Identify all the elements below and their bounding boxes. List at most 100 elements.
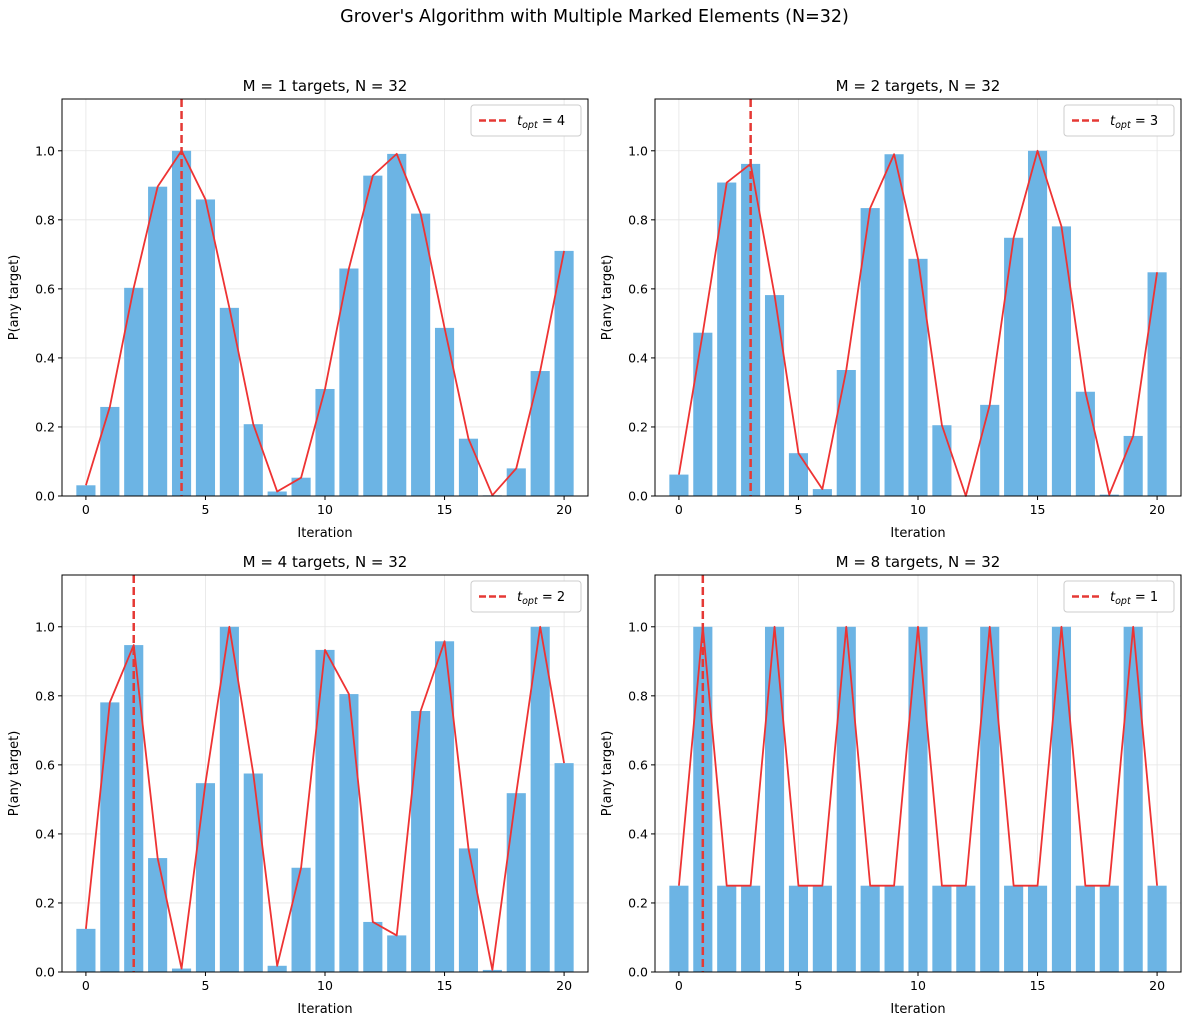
bar: [812, 489, 832, 496]
bar: [836, 626, 856, 972]
bar: [530, 371, 550, 496]
x-tick-label: 15: [437, 502, 453, 517]
bar: [860, 885, 880, 972]
bar: [836, 369, 856, 496]
y-axis-label: P(any target): [600, 255, 615, 341]
x-axis-label: Iteration: [890, 526, 945, 541]
bar: [171, 150, 192, 497]
y-tick-label: 0.4: [35, 826, 55, 841]
bar: [315, 649, 335, 972]
x-tick-label: 5: [794, 502, 802, 517]
bar: [148, 858, 168, 972]
bar: [764, 626, 785, 972]
bar: [148, 186, 168, 496]
bar: [291, 477, 311, 496]
bar: [1027, 150, 1048, 497]
x-tick-label: 0: [82, 502, 90, 517]
bar: [506, 793, 526, 972]
bar: [267, 965, 287, 972]
subplot-4: 0 5 10 15 20 0.0 0.2 0.4 0.6 0.8 1.0 Iteration P(any…: [600, 553, 1182, 1017]
bar: [1075, 885, 1095, 972]
x-tick-label: 20: [556, 978, 572, 993]
bar: [411, 711, 431, 972]
subplot-title: M = 8 targets, N = 32: [836, 553, 1001, 571]
y-tick-label: 1.0: [628, 619, 648, 634]
series-line: [678, 625, 1158, 887]
x-axis-label: Iteration: [297, 1002, 352, 1017]
legend-box: [1063, 580, 1175, 613]
bar: [387, 935, 407, 972]
bar: [363, 921, 383, 972]
subplot-3: 0 5 10 15 20 0.0 0.2 0.4 0.6 0.8 1.0 Iteration P(any…: [7, 553, 589, 1017]
y-tick-label: 1.0: [35, 619, 55, 634]
bar: [1123, 435, 1143, 496]
bar: [980, 626, 1000, 972]
bar: [363, 175, 383, 497]
bar: [669, 474, 689, 496]
legend: topt = 3: [1063, 104, 1175, 137]
bar: [76, 928, 96, 972]
y-tick-label: 0.6: [628, 281, 648, 296]
y-tick-label: 0.2: [628, 895, 648, 910]
bar: [693, 332, 713, 496]
bar: [243, 773, 263, 972]
legend-label: topt = 1: [1110, 590, 1158, 607]
series-line: [678, 149, 1158, 497]
bar: [908, 258, 928, 496]
bar: [932, 885, 952, 972]
legend-label: topt = 2: [517, 590, 565, 607]
bar: [243, 424, 263, 496]
bar: [482, 969, 502, 972]
bar: [554, 763, 574, 972]
y-tick-label: 1.0: [628, 143, 648, 158]
x-tick-label: 0: [82, 978, 90, 993]
bar: [339, 268, 359, 496]
legend: topt = 1: [1063, 580, 1175, 613]
bar: [530, 626, 550, 972]
bar: [76, 485, 96, 496]
y-tick-label: 0.6: [628, 757, 648, 772]
bar: [124, 287, 144, 496]
bar: [788, 885, 809, 972]
bar: [171, 968, 192, 972]
bar: [195, 199, 216, 497]
series-line: [85, 625, 565, 971]
y-tick-label: 0.0: [35, 489, 55, 504]
bar: [100, 406, 120, 496]
y-tick-label: 0.8: [35, 688, 55, 703]
bar: [717, 885, 737, 972]
bar: [458, 848, 479, 972]
y-tick-label: 0.2: [35, 895, 55, 910]
x-tick-label: 0: [675, 978, 683, 993]
y-axis-label: P(any target): [7, 731, 22, 817]
bar: [458, 438, 479, 496]
bar: [932, 425, 952, 496]
legend-box: [470, 104, 582, 137]
y-tick-label: 0.4: [628, 350, 648, 365]
y-tick-label: 0.8: [628, 212, 648, 227]
y-tick-label: 0.8: [35, 212, 55, 227]
x-tick-label: 5: [201, 502, 209, 517]
y-tick-label: 0.0: [628, 965, 648, 980]
bar: [669, 885, 689, 972]
y-tick-label: 0.8: [628, 688, 648, 703]
y-tick-label: 0.4: [628, 826, 648, 841]
subplot-title: M = 4 targets, N = 32: [243, 553, 408, 571]
bar: [693, 626, 713, 972]
bar: [980, 404, 1000, 496]
y-axis-label: P(any target): [7, 255, 22, 341]
x-tick-label: 15: [437, 978, 453, 993]
series-line: [85, 149, 565, 497]
bar: [411, 213, 431, 496]
bar: [267, 491, 287, 496]
y-axis-label: P(any target): [600, 731, 615, 817]
x-tick-label: 15: [1030, 502, 1046, 517]
bar: [387, 153, 407, 496]
bar: [315, 388, 335, 496]
bar: [1123, 626, 1143, 972]
bar: [339, 694, 359, 972]
bar: [1075, 391, 1095, 496]
y-tick-label: 0.6: [35, 757, 55, 772]
subplot-title: M = 1 targets, N = 32: [243, 77, 408, 95]
